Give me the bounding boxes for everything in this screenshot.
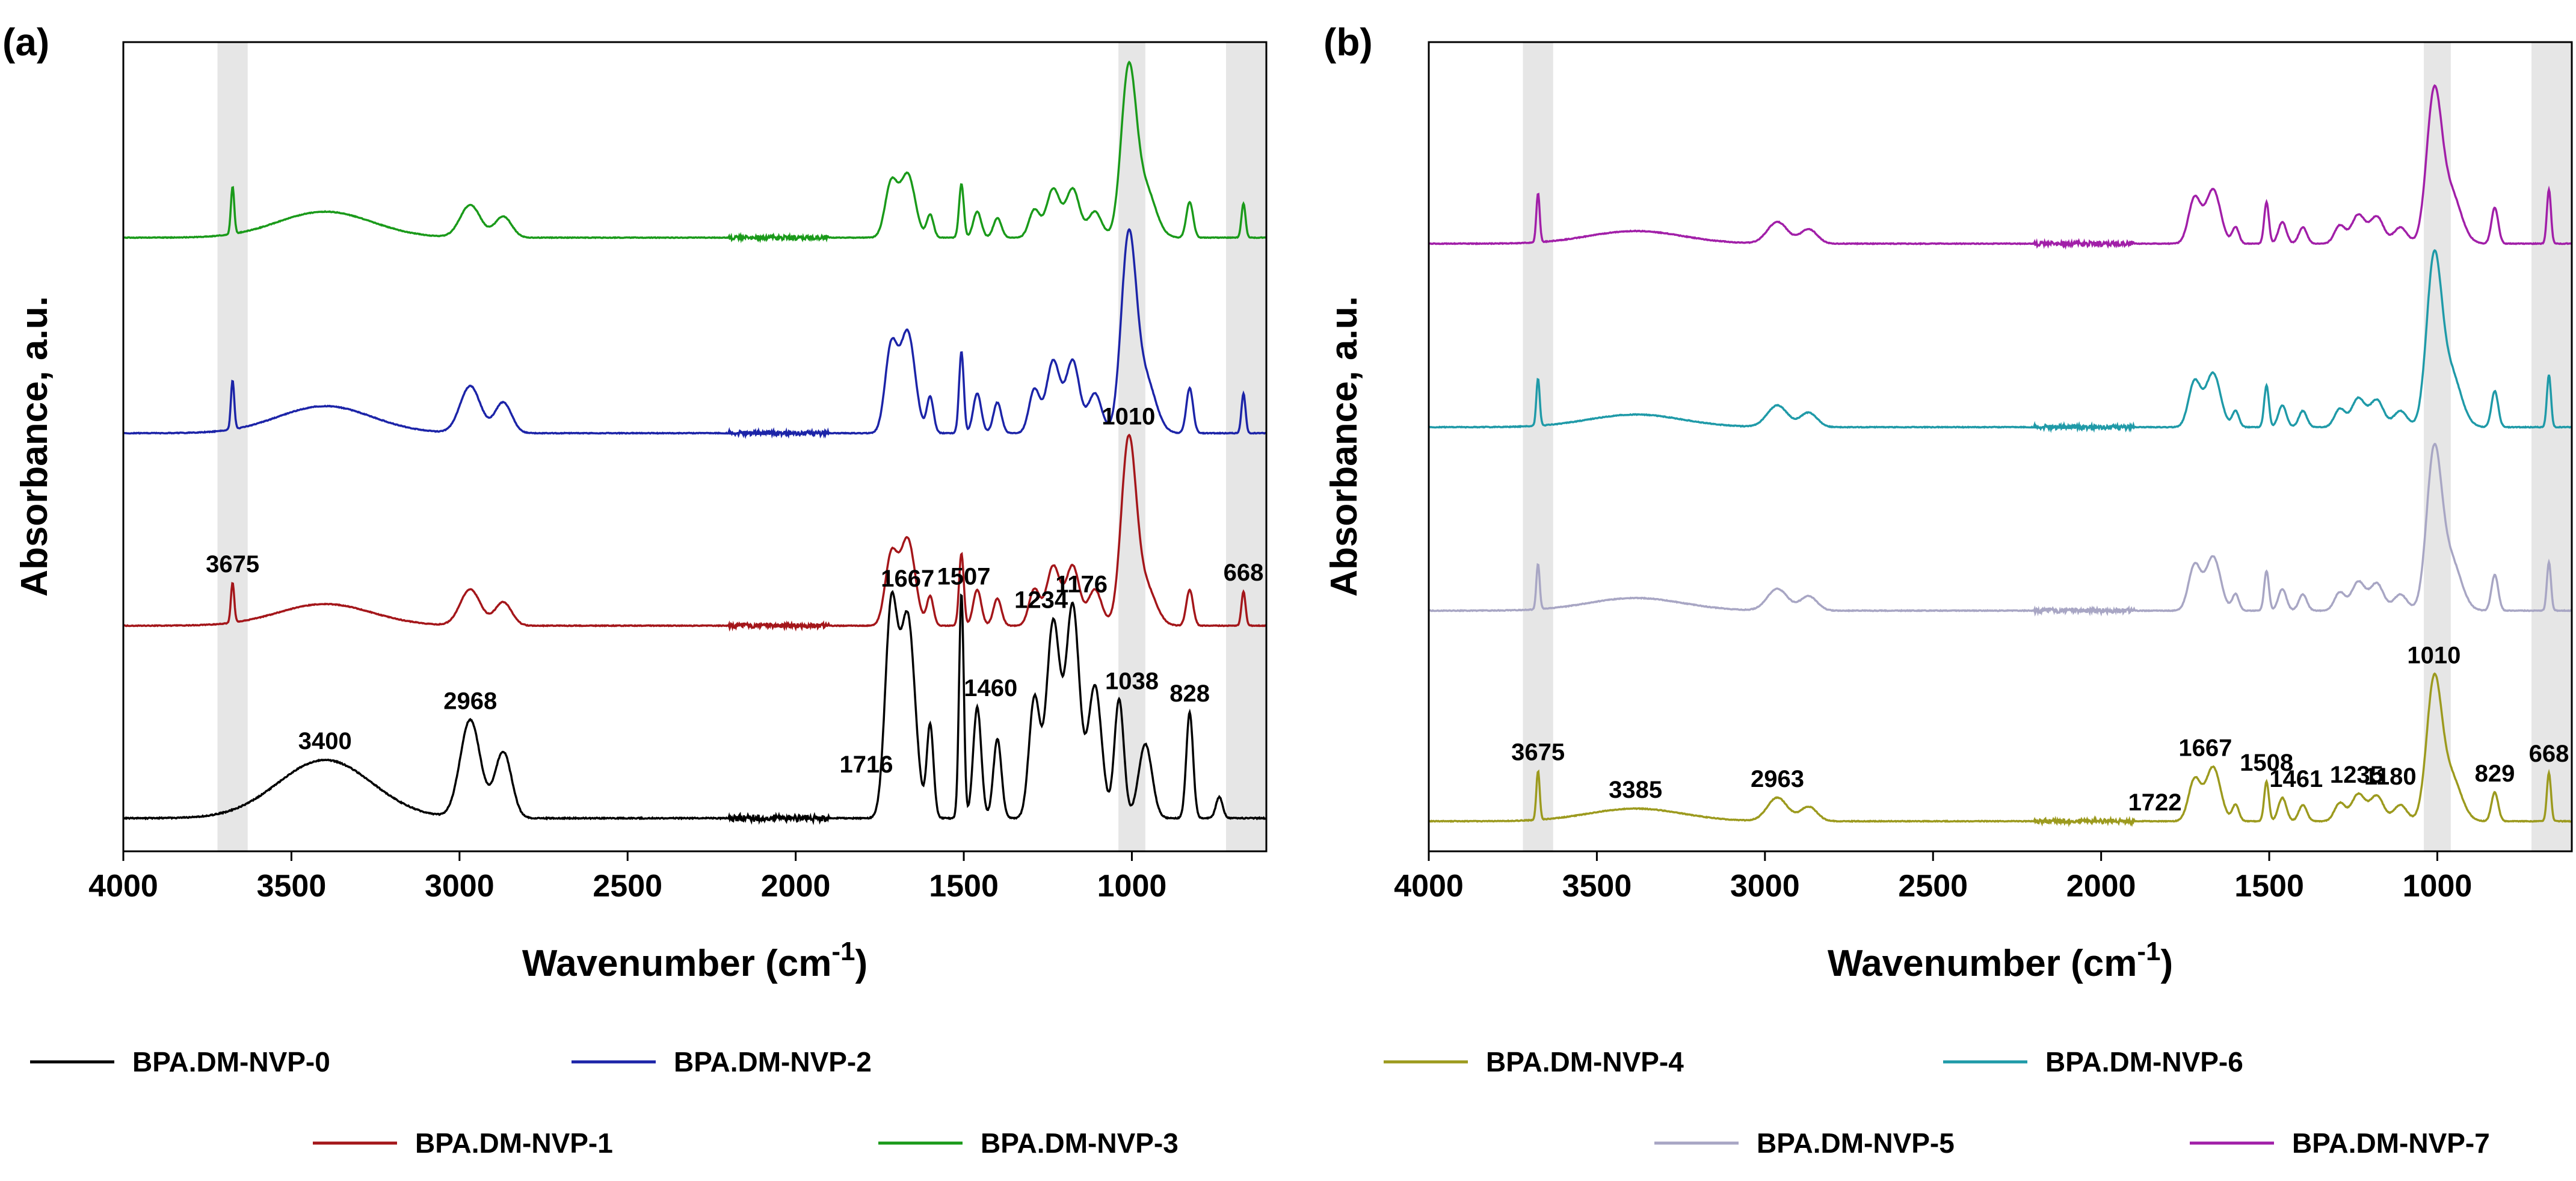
highlight-band [1225,42,1266,851]
series-line-bpa-dm-nvp-0 [123,590,1267,825]
peak-label: 1038 [1105,668,1159,694]
x-tick-label: 2500 [593,869,662,904]
legend-label: BPA.DM-NVP-1 [415,1127,613,1159]
peak-label: 1010 [2407,643,2460,669]
panel-a-x-axis-title-sup: -1 [831,937,855,966]
x-tick-label: 2000 [761,869,831,904]
peak-label: 668 [2529,741,2569,767]
peak-label: 1461 [2269,766,2323,792]
legend-item: BPA.DM-NVP-0 [30,1046,330,1078]
highlight-band [1523,42,1553,851]
peak-label: 1507 [937,564,991,590]
panel-a-plot-frame [122,41,1268,853]
panel-a-x-axis-title: Wavenumber (cm-1) [522,937,867,984]
series-line-bpa-dm-nvp-6 [1428,249,2572,433]
x-tick-label: 1000 [2403,869,2473,904]
legend-label: BPA.DM-NVP-6 [2045,1046,2243,1078]
x-tick-label: 3000 [425,869,495,904]
series-line-bpa-dm-nvp-5 [1428,443,2572,617]
x-tick-label: 3500 [1562,869,1632,904]
x-tick-label: 2000 [2066,869,2136,904]
legend-label: BPA.DM-NVP-7 [2292,1127,2490,1159]
peak-label: 1234 [1014,587,1068,614]
legend-label: BPA.DM-NVP-2 [674,1046,872,1078]
panel-b-x-ticks: 4000 3500 3000 2500 2000 1500 1000 [1394,851,2472,904]
panel-b-highlight-bands [1523,42,2572,851]
x-tick-label: 1500 [929,869,999,904]
peak-label: 1508 [2240,750,2293,776]
series-line-bpa-dm-nvp-4 [1428,672,2572,827]
series-line-bpa-dm-nvp-1 [123,433,1266,632]
panel-a-series [123,60,1267,825]
peak-label: 1460 [964,675,1017,702]
peak-label: 3385 [1609,777,1662,803]
x-tick-label: 1000 [1097,869,1167,904]
peak-label: 1235 [2330,762,2383,788]
panel-a-x-ticks: 4000 3500 3000 2500 2000 1500 1000 [88,851,1166,904]
peak-label: 668 [1224,560,1264,586]
panel-b-x-axis-title-main: Wavenumber (cm [1828,943,2137,984]
legend-item: BPA.DM-NVP-6 [1943,1046,2243,1078]
highlight-band [217,42,248,851]
series-line-bpa-dm-nvp-3 [123,60,1267,244]
peak-label: 1667 [2178,735,2232,762]
legend-item: BPA.DM-NVP-2 [572,1046,872,1078]
x-tick-label: 2500 [1898,869,1968,904]
legend-item: BPA.DM-NVP-3 [878,1127,1179,1159]
x-tick-label: 3000 [1730,869,1800,904]
peak-label: 1722 [2128,789,2182,816]
x-tick-label: 4000 [1394,869,1464,904]
legend-item: BPA.DM-NVP-7 [2190,1127,2490,1159]
peak-label: 2963 [1751,766,1804,792]
panel-b-plot-frame [1428,41,2573,853]
peak-label: 1180 [2364,763,2417,790]
peak-label: 828 [1169,680,1210,707]
legend-item: BPA.DM-NVP-1 [313,1127,613,1159]
panel-b-label: (b) [1323,20,1373,64]
panel-a-label: (a) [2,20,49,64]
panel-b-x-axis-title-close: ) [2160,943,2173,984]
peak-label: 3675 [206,551,259,578]
panel-b-x-axis-title: Wavenumber (cm-1) [1828,937,2173,984]
series-line-bpa-dm-nvp-2 [123,227,1267,439]
peak-label: 1176 [1055,572,1108,598]
legend-label: BPA.DM-NVP-4 [1486,1046,1684,1078]
panel-a-highlight-bands [217,42,1266,851]
peak-label: 1716 [840,751,893,778]
x-tick-label: 3500 [257,869,327,904]
panel-b-y-axis-title: Absorbance, a.u. [1323,296,1365,597]
legend-label: BPA.DM-NVP-5 [1757,1127,1955,1159]
peak-label: 1010 [1102,404,1155,430]
peak-label: 829 [2475,760,2515,787]
panel-b-series [1428,84,2572,827]
panel-a-x-axis-title-close: ) [855,943,867,984]
peak-label: 1667 [881,566,934,592]
highlight-band [2531,42,2572,851]
peak-label: 3400 [298,728,352,754]
panel-b-x-axis-title-sup: -1 [2137,937,2160,966]
legend-item: BPA.DM-NVP-5 [1654,1127,1955,1159]
legend-label: BPA.DM-NVP-3 [981,1127,1179,1159]
legend-item: BPA.DM-NVP-4 [1384,1046,1684,1078]
peak-label: 3675 [1511,739,1565,766]
x-tick-label: 4000 [88,869,158,904]
series-line-bpa-dm-nvp-7 [1428,84,2572,250]
legend-label: BPA.DM-NVP-0 [132,1046,330,1078]
peak-label: 2968 [443,688,497,714]
legend: BPA.DM-NVP-0 BPA.DM-NVP-2 BPA.DM-NVP-1 B… [30,1046,2490,1159]
panel-a-x-axis-title-main: Wavenumber (cm [522,943,832,984]
x-tick-label: 1500 [2234,869,2304,904]
panel-a-y-axis-title: Absorbance, a.u. [14,296,55,597]
